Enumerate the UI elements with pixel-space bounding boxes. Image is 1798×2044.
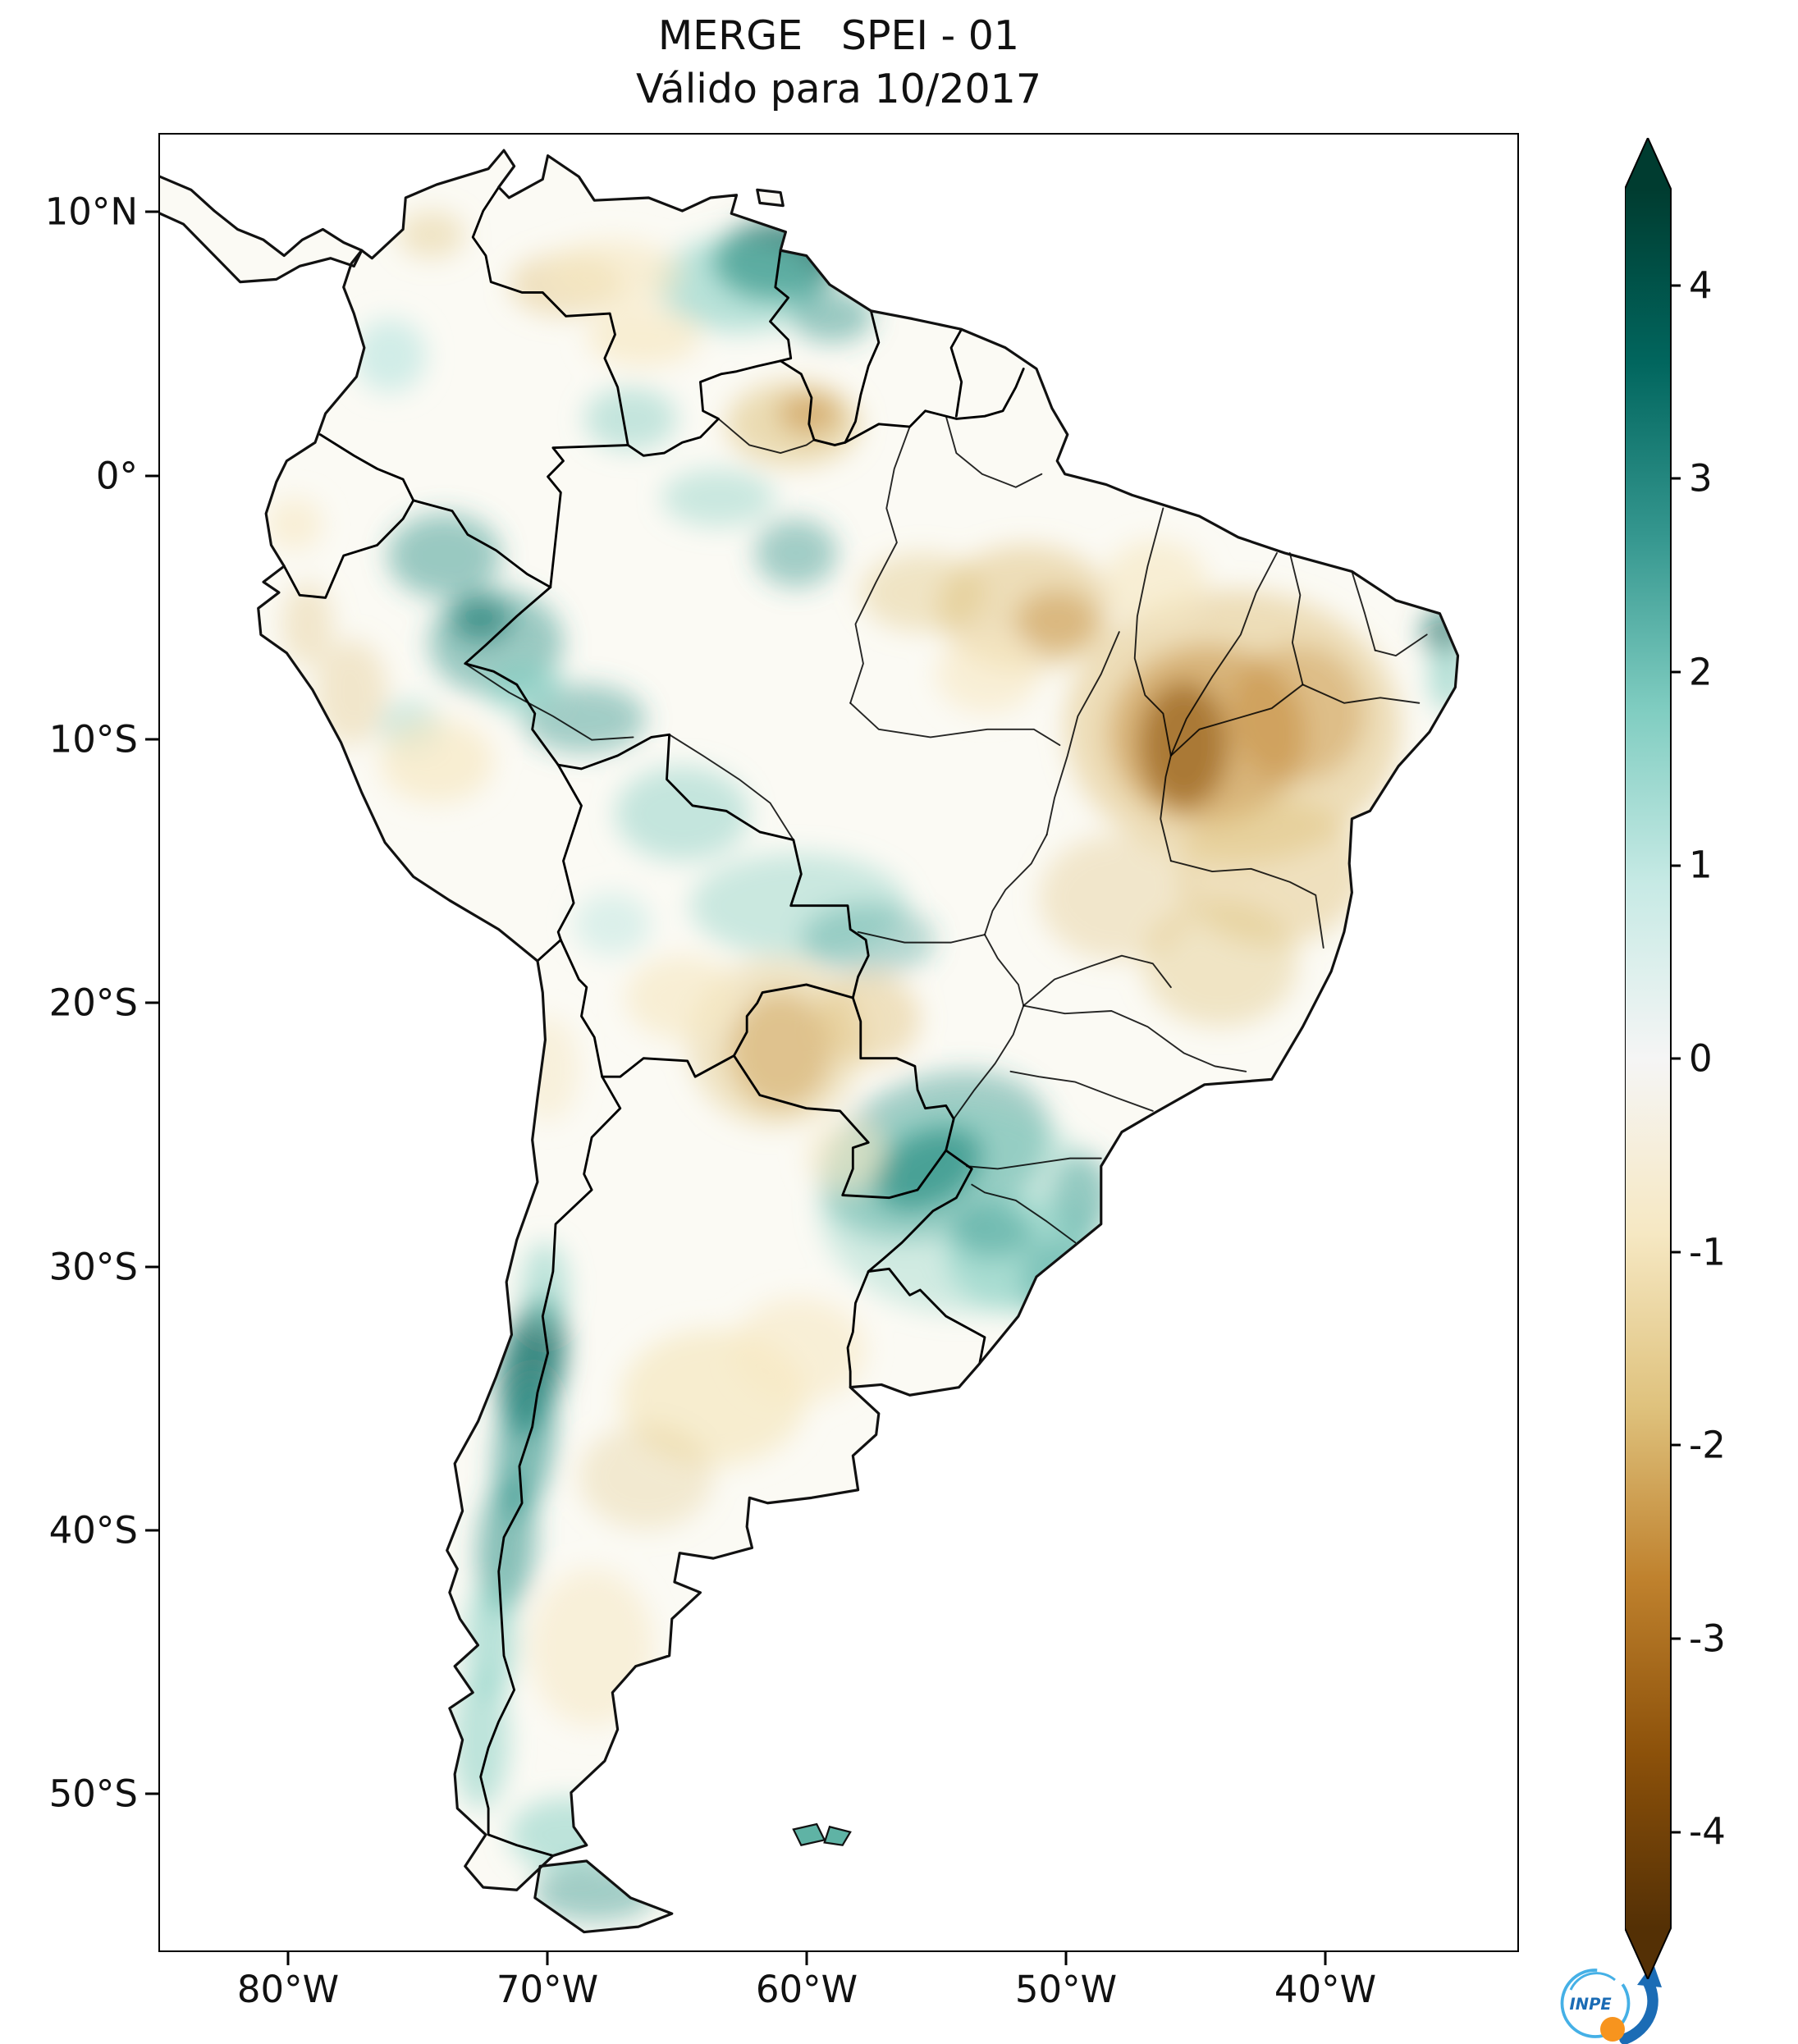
south-america-map (160, 149, 1460, 1934)
y-tick-label: 10°N (44, 190, 138, 234)
colorbar-tick-marks (1671, 284, 1681, 1834)
coastline (160, 149, 1460, 1934)
colorbar-gradient (1625, 189, 1671, 1928)
y-tick-mark (145, 474, 158, 478)
y-tick-label: 0° (95, 454, 138, 498)
inpe-logo: INPE (1560, 1963, 1662, 2044)
colorbar-tick-label: -4 (1689, 1809, 1726, 1854)
inpe-logo-orange-ball (1600, 2017, 1625, 2042)
y-tick-mark (145, 210, 158, 213)
y-tick-label: 10°S (48, 717, 138, 761)
y-tick-mark (145, 1265, 158, 1269)
colorbar-tick-label: -3 (1689, 1616, 1726, 1661)
colorbar-outline (1625, 138, 1672, 1979)
colorbar-extend-top (1625, 138, 1671, 189)
falkland-islands (792, 1822, 852, 1846)
x-tick-label: 80°W (236, 1968, 340, 2011)
inpe-logo-arrow (1619, 1977, 1658, 2044)
y-tick-label: 50°S (48, 1772, 138, 1816)
y-tick-mark (145, 1529, 158, 1532)
x-tick-mark (805, 1952, 808, 1965)
colorbar-tick-label: 0 (1689, 1036, 1713, 1081)
x-tick-mark (286, 1952, 290, 1965)
x-tick-mark (1324, 1952, 1327, 1965)
y-tick-label: 20°S (48, 981, 138, 1025)
x-tick-label: 40°W (1274, 1968, 1377, 2011)
x-tick-mark (1064, 1952, 1068, 1965)
chart-subtitle: Válido para 10/2017 (635, 65, 1042, 112)
y-tick-label: 30°S (48, 1245, 138, 1289)
colorbar-tick-label: -2 (1689, 1423, 1726, 1467)
colorbar-tick-label: 4 (1689, 263, 1713, 308)
inpe-logo-text: INPE (1570, 1995, 1613, 2014)
country-borders (282, 185, 1025, 1857)
y-tick-mark (145, 1001, 158, 1004)
y-tick-mark (145, 1792, 158, 1795)
colorbar-extend-bottom (1625, 1928, 1671, 1979)
x-tick-label: 50°W (1014, 1968, 1118, 2011)
x-tick-label: 60°W (755, 1968, 858, 2011)
y-tick-mark (145, 738, 158, 741)
inpe-logo-inner-arc (1569, 1972, 1616, 1991)
y-tick-label: 40°S (48, 1508, 138, 1552)
title-block: MERGE SPEI - 01 Válido para 10/2017 (158, 10, 1519, 116)
map-plot-area: INPE (158, 133, 1662, 2044)
colorbar-tick-label: 1 (1689, 843, 1713, 887)
colorbar-tick-label: 2 (1689, 650, 1713, 694)
x-tick-mark (546, 1952, 549, 1965)
colorbar-tick-label: -1 (1689, 1230, 1726, 1274)
x-tick-label: 70°W (496, 1968, 599, 2011)
colorbar (1625, 138, 1681, 1979)
colorbar-tick-label: 3 (1689, 456, 1713, 501)
state-borders (464, 415, 1428, 1244)
chart-title: MERGE SPEI - 01 (657, 12, 1020, 59)
